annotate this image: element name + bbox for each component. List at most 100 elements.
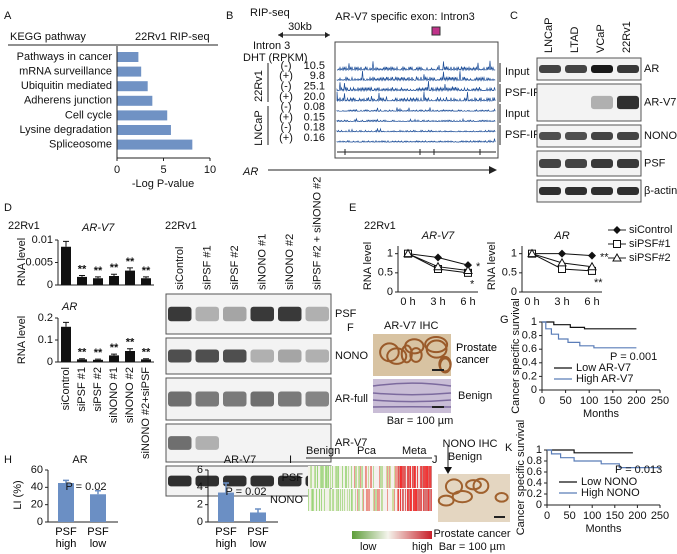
heat-cell — [390, 466, 391, 488]
band — [305, 391, 329, 407]
heat-cell — [369, 466, 370, 488]
heat-cell — [328, 489, 329, 511]
heat-cell — [421, 489, 422, 511]
x-tick-label: 10 — [204, 164, 216, 176]
band — [565, 132, 587, 140]
x-tick-label: 150 — [604, 395, 622, 407]
heat-cell — [388, 489, 389, 511]
gland — [372, 382, 452, 387]
category-label: Lysine degradation — [19, 124, 112, 136]
band — [539, 159, 561, 168]
heat-cell — [401, 489, 402, 511]
heat-cell — [425, 466, 426, 488]
x-tick-label: 250 — [651, 510, 669, 522]
bar — [117, 125, 171, 135]
label: NONO — [644, 130, 677, 142]
error-bar — [79, 358, 85, 360]
heat-cell — [418, 466, 419, 488]
point — [557, 257, 567, 267]
heat-cell — [420, 466, 421, 488]
panel-letter: D — [4, 202, 12, 214]
x-tick-label: 6 h — [584, 296, 599, 308]
heat-cell — [347, 489, 348, 511]
band — [195, 349, 219, 363]
heat-cell — [379, 466, 380, 488]
error-bar — [95, 490, 101, 495]
heat-cell — [387, 489, 388, 511]
band — [278, 306, 302, 322]
category-label: siNONO #1 — [108, 367, 120, 423]
category-label: mRNA surveillance — [19, 66, 112, 78]
band — [195, 306, 219, 322]
heat-cell — [335, 466, 336, 488]
y-tick-label: 0 — [47, 356, 53, 368]
heat-cell — [412, 489, 413, 511]
heat-cell — [308, 466, 309, 488]
label: LNCaP — [253, 110, 265, 145]
bar — [218, 492, 234, 522]
label: Cancer specific survival — [510, 298, 522, 414]
x-tick-label: 0 — [114, 164, 120, 176]
heat-cell — [404, 466, 405, 488]
label: NONO IHC — [443, 438, 498, 450]
heat-cell — [426, 466, 427, 488]
band — [223, 306, 247, 322]
heat-cell — [379, 489, 380, 511]
heat-cell — [389, 489, 390, 511]
heat-cell — [411, 489, 412, 511]
heat-cell — [326, 466, 327, 488]
band — [278, 349, 302, 363]
heat-cell — [355, 466, 356, 488]
survival-curve — [542, 321, 637, 330]
heat-cell — [407, 466, 408, 488]
category-label: Cell cycle — [65, 109, 112, 121]
heat-cell — [348, 489, 349, 511]
band — [591, 159, 613, 168]
significance: ** — [110, 262, 119, 274]
blot — [536, 57, 642, 81]
label: AR-V7 — [81, 222, 115, 234]
heat-cell — [377, 466, 378, 488]
heat-cell — [399, 489, 400, 511]
heat-cell — [332, 489, 333, 511]
heat-cell — [329, 466, 330, 488]
error-bar — [143, 358, 149, 360]
heat-cell — [322, 489, 323, 511]
y-tick-label: 2 — [197, 499, 203, 511]
heat-cell — [309, 489, 310, 511]
blot — [536, 124, 642, 148]
point — [463, 265, 473, 275]
heat-cell — [381, 466, 382, 488]
heat-cell — [347, 466, 348, 488]
heat-cell — [371, 489, 372, 511]
label: RNA level — [486, 242, 498, 290]
heat-cell — [423, 466, 424, 488]
heat-cell — [400, 489, 401, 511]
y-tick-label: 1 — [531, 316, 537, 328]
heat-cell — [352, 466, 353, 488]
y-tick-label: 0.2 — [527, 488, 542, 500]
x-axis-label: Months — [583, 408, 620, 420]
heat-cell — [353, 489, 354, 511]
y-tick-label: 0.1 — [38, 334, 53, 346]
category-label: Adherens junction — [24, 95, 112, 107]
heat-cell — [364, 489, 365, 511]
heat-cell — [368, 466, 369, 488]
band — [195, 475, 219, 487]
band — [223, 349, 247, 363]
x-tick-label: 6 h — [460, 296, 475, 308]
heat-cell — [351, 466, 352, 488]
heat-cell — [417, 466, 418, 488]
label: β-actin — [644, 185, 677, 197]
heat-cell — [323, 489, 324, 511]
error-bar — [111, 273, 117, 276]
heat-cell — [352, 489, 353, 511]
coverage-track — [336, 127, 496, 133]
arrow-head — [444, 467, 452, 474]
label: (-) — [281, 60, 292, 72]
legend-label: siPSF#2 — [629, 252, 671, 264]
survival-curve — [547, 449, 633, 454]
y-tick-label: 40 — [31, 481, 43, 493]
heat-cell — [365, 489, 366, 511]
heat-cell — [392, 489, 393, 511]
